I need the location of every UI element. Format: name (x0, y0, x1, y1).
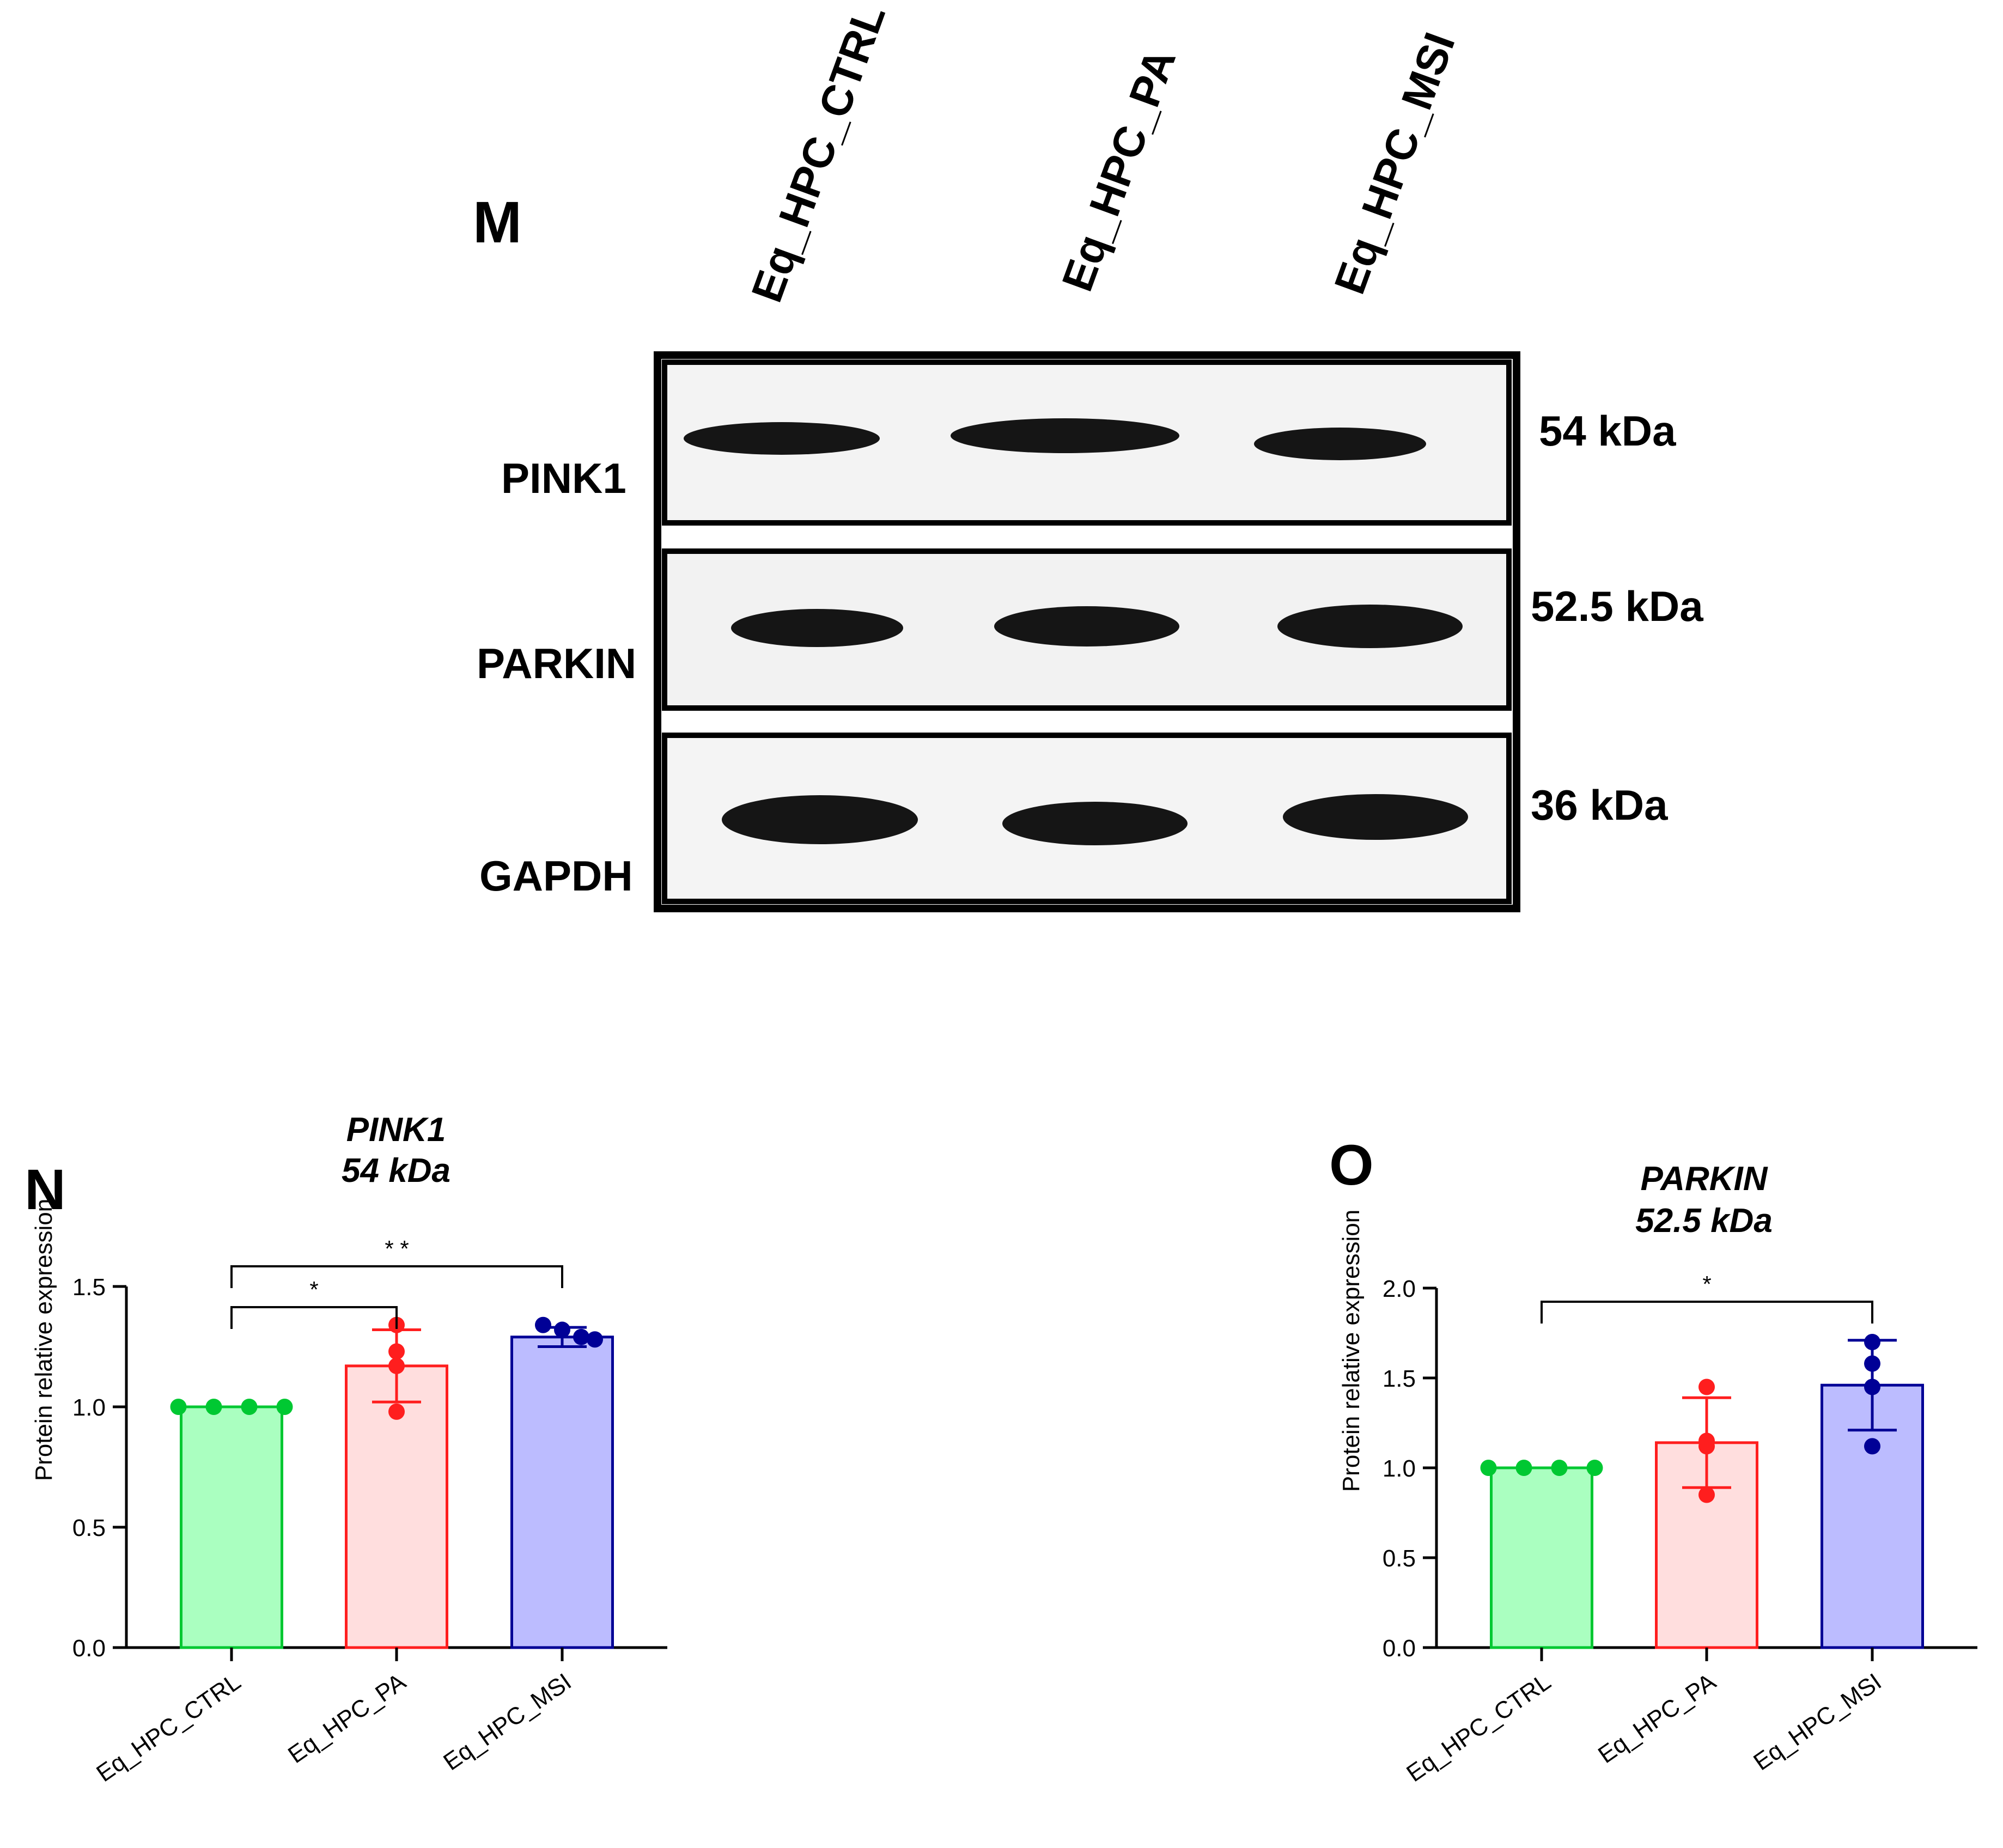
parkin-band-ctrl (731, 609, 903, 647)
pink1-band-ctrl (684, 422, 880, 455)
significance-label: * * (385, 1236, 409, 1261)
y-tick-label: 1.5 (1383, 1365, 1416, 1392)
pink1-bar-chart: PINK1 54 kDa Protein relative expression… (31, 1111, 667, 1787)
chart-title: PINK1 (346, 1111, 446, 1149)
data-point (1698, 1438, 1715, 1455)
x-tick-label: Eq_HPC_CTRL (1402, 1668, 1556, 1787)
data-point (1698, 1486, 1715, 1503)
significance-bracket (230, 1306, 398, 1329)
pink1-band-pa (951, 418, 1179, 453)
data-point (205, 1399, 222, 1415)
x-tick-label: Eq_HPC_PA (283, 1668, 411, 1769)
bar (180, 1405, 283, 1649)
data-point (1515, 1460, 1532, 1476)
data-point (388, 1403, 405, 1420)
lane-label-msi: Eq_HPC_MSI (1325, 26, 1464, 300)
data-point (170, 1399, 187, 1415)
data-point (241, 1399, 258, 1415)
y-tick-label: 1.5 (72, 1274, 106, 1301)
y-axis-label: Protein relative expression (1338, 1210, 1365, 1492)
y-tick-label: 0.0 (1383, 1635, 1416, 1662)
gapdh-band-pa (1002, 802, 1188, 845)
data-point (1698, 1379, 1715, 1395)
y-tick-label: 0.5 (72, 1515, 106, 1541)
chart-subtitle: 54 kDa (342, 1152, 450, 1190)
size-label-parkin: 52.5 kDa (1531, 582, 1703, 630)
significance-bracket (230, 1265, 563, 1288)
bar (1490, 1466, 1593, 1649)
lane-label-pa: Eq_HPC_PA (1052, 42, 1185, 297)
data-point (388, 1343, 405, 1360)
x-tick-label: Eq_HPC_MSI (439, 1668, 576, 1776)
row-label-gapdh: GAPDH (479, 852, 633, 900)
y-tick-label: 0.0 (72, 1635, 106, 1662)
row-label-parkin: PARKIN (477, 639, 636, 687)
significance-label: * (1702, 1271, 1711, 1297)
data-point (1864, 1355, 1880, 1372)
x-tick-label: Eq_HPC_MSI (1749, 1668, 1886, 1776)
data-point (1586, 1460, 1603, 1476)
data-point (1551, 1460, 1568, 1476)
x-tick-label: Eq_HPC_CTRL (92, 1668, 246, 1787)
data-point (388, 1357, 405, 1374)
data-point (1864, 1379, 1880, 1395)
row-label-pink1: PINK1 (501, 454, 626, 502)
y-tick-label: 2.0 (1383, 1276, 1416, 1302)
x-tick-label: Eq_HPC_PA (1593, 1668, 1721, 1769)
significance-bracket (1541, 1301, 1873, 1324)
data-point (276, 1399, 293, 1415)
data-point (1480, 1460, 1497, 1476)
data-point (1864, 1438, 1880, 1455)
gapdh-band-ctrl (722, 795, 918, 844)
parkin-band-msi (1277, 605, 1463, 648)
y-tick-label: 1.0 (72, 1394, 106, 1421)
size-label-gapdh: 36 kDa (1531, 781, 1668, 829)
panel-label-m: M (473, 189, 522, 255)
data-point (535, 1316, 551, 1333)
y-axis-label: Protein relative expression (31, 1199, 57, 1481)
chart-subtitle: 52.5 kDa (1635, 1202, 1773, 1240)
size-label-pink1: 54 kDa (1539, 407, 1676, 455)
gapdh-band-msi (1283, 794, 1468, 840)
chart-title: PARKIN (1640, 1160, 1768, 1198)
significance-label: * (309, 1277, 318, 1302)
data-point (554, 1321, 570, 1338)
pink1-band-msi (1254, 428, 1426, 460)
y-tick-label: 0.5 (1383, 1545, 1416, 1572)
data-point (1864, 1334, 1880, 1350)
lane-label-ctrl: Eq_HPC_CTRL (742, 0, 894, 308)
panel-label-o: O (1329, 1133, 1374, 1197)
panel-label-n: N (25, 1158, 66, 1222)
data-point (573, 1328, 589, 1345)
y-tick-label: 1.0 (1383, 1455, 1416, 1482)
parkin-band-pa (994, 606, 1179, 647)
western-blot-panel: M Eq_HPC_CTRL Eq_HPC_PA Eq_HPC_MSI PINK1… (473, 0, 1703, 912)
bar (510, 1335, 614, 1649)
data-point (587, 1331, 603, 1348)
parkin-bar-chart: PARKIN 52.5 kDa Protein relative express… (1338, 1160, 1977, 1787)
